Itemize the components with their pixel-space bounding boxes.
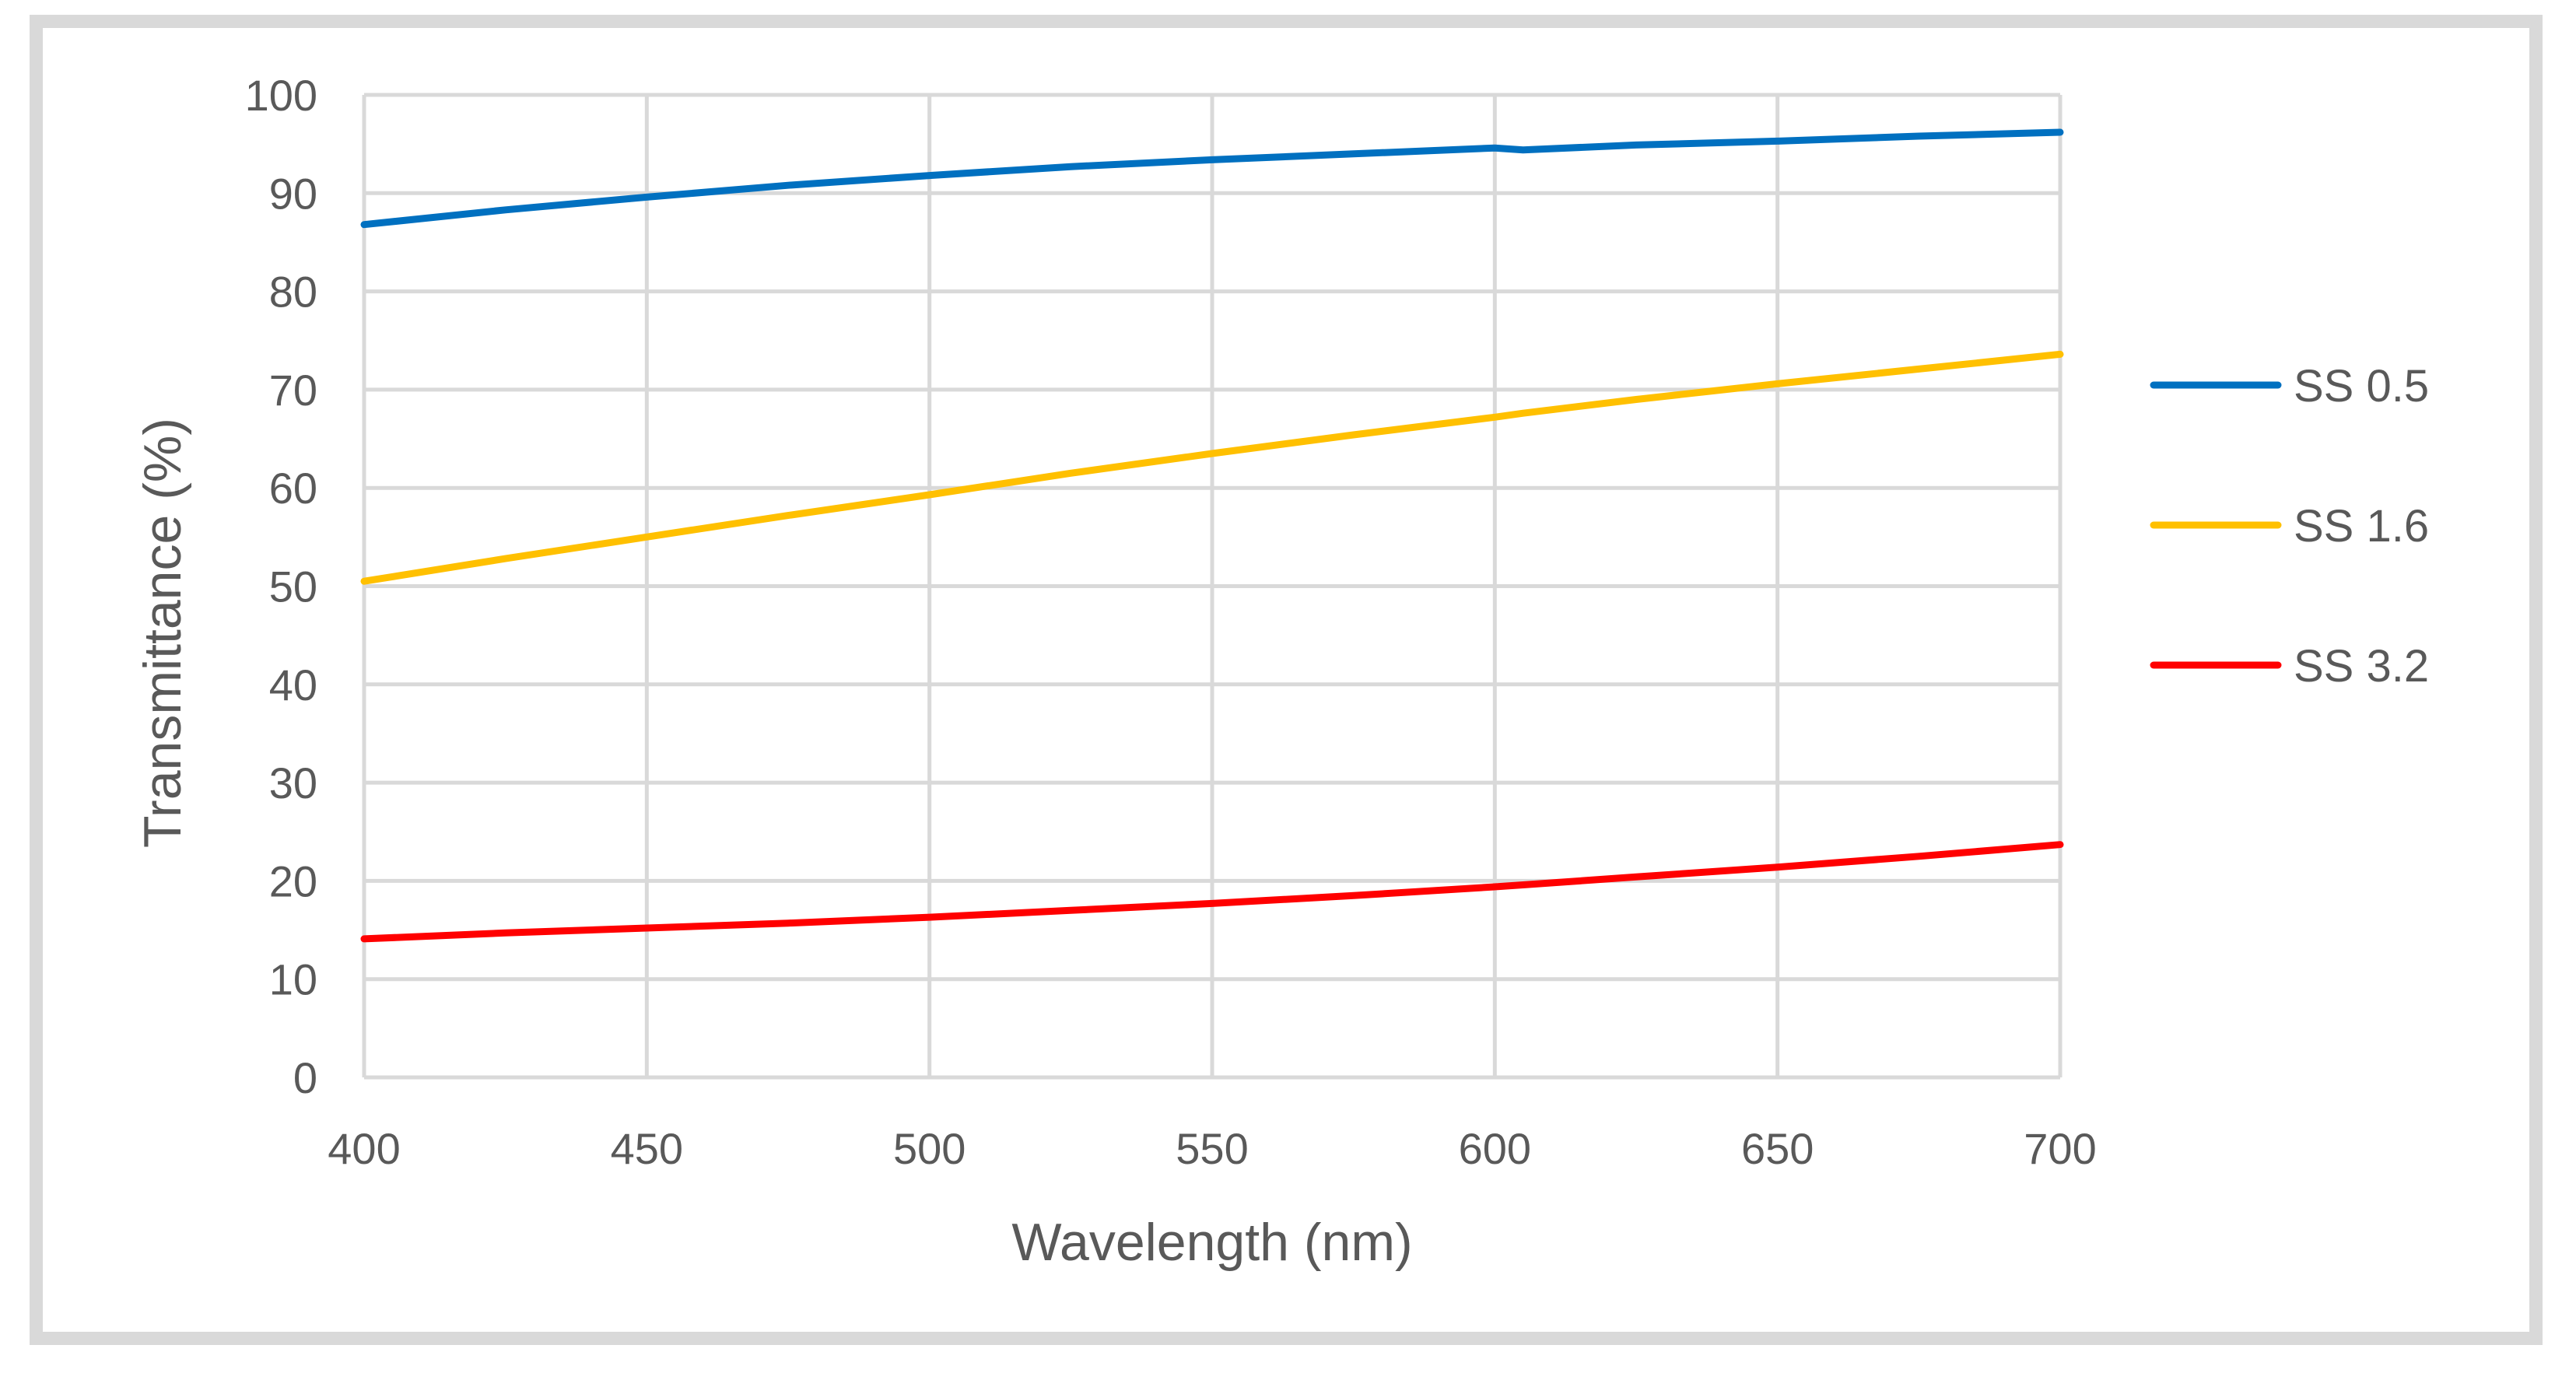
y-tick-label: 0 bbox=[293, 1053, 317, 1102]
y-tick-label: 10 bbox=[269, 955, 317, 1004]
series-line-ss-1-6 bbox=[360, 350, 2064, 585]
series-line-ss-3-2 bbox=[360, 841, 2064, 943]
series-lines bbox=[360, 128, 2064, 943]
legend-label-ss-1-6: SS 1.6 bbox=[2294, 501, 2429, 552]
x-tick-label: 600 bbox=[1459, 1124, 1531, 1173]
x-tick-label: 450 bbox=[611, 1124, 683, 1173]
y-tick-label: 100 bbox=[245, 71, 317, 120]
legend-label-ss-0-5: SS 0.5 bbox=[2294, 361, 2429, 412]
chart-frame bbox=[30, 15, 2543, 1345]
x-tick-label: 500 bbox=[893, 1124, 966, 1173]
x-tick-label: 700 bbox=[2024, 1124, 2096, 1173]
y-axis-title: Transmittance (%) bbox=[133, 418, 192, 848]
x-tick-label: 400 bbox=[328, 1124, 400, 1173]
y-tick-label: 50 bbox=[269, 562, 317, 611]
series-line-ss-0-5 bbox=[360, 128, 2064, 229]
y-tick-label: 20 bbox=[269, 856, 317, 905]
y-tick-label: 70 bbox=[269, 366, 317, 415]
gridlines bbox=[362, 93, 2063, 1080]
x-axis-ticks: 400 450 500 550 600 650 700 bbox=[328, 1124, 2096, 1173]
x-tick-label: 650 bbox=[1741, 1124, 1814, 1173]
y-tick-label: 90 bbox=[269, 169, 317, 218]
x-tick-label: 550 bbox=[1176, 1124, 1248, 1173]
legend-label-ss-3-2: SS 3.2 bbox=[2294, 641, 2429, 692]
y-tick-label: 80 bbox=[269, 268, 317, 317]
x-axis-title: Wavelength (nm) bbox=[1011, 1213, 1412, 1272]
y-tick-label: 30 bbox=[269, 758, 317, 807]
y-tick-label: 40 bbox=[269, 660, 317, 709]
y-tick-label: 60 bbox=[269, 464, 317, 513]
y-axis-ticks: 0 10 20 30 40 50 60 70 80 90 100 bbox=[245, 71, 317, 1102]
legend: SS 0.5 SS 1.6 SS 3.2 bbox=[2150, 361, 2429, 692]
